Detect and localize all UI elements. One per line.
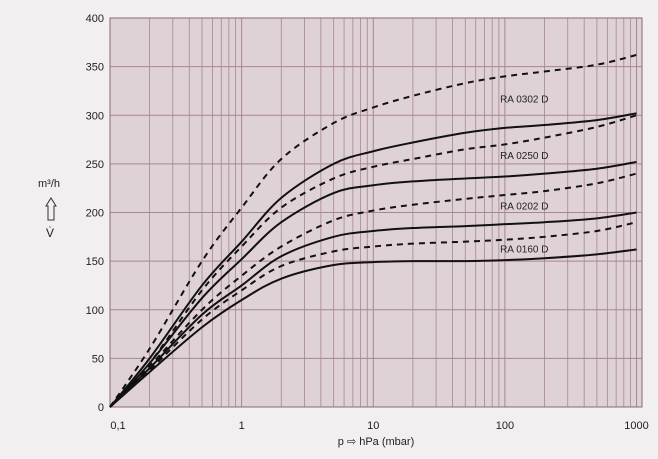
plot-border: [109, 17, 643, 408]
curve-label: RA 0302 D: [500, 95, 548, 106]
y-tick-label: 350: [86, 62, 104, 74]
x-tick-label: 100: [496, 420, 514, 432]
x-tick-label: 10: [367, 420, 379, 432]
series-line-solid: [109, 211, 637, 408]
series-line-solid: [109, 248, 637, 408]
y-tick-label: 250: [86, 159, 104, 171]
series-line-dashed: [109, 172, 637, 408]
x-tick-label: 1000: [624, 420, 648, 432]
x-axis-label: p ⇨ hPa (mbar): [338, 436, 414, 448]
y-tick-label: 300: [86, 110, 104, 122]
series-line-dashed: [109, 53, 637, 408]
x-tick-label: 0,1: [110, 420, 125, 432]
curve-label: RA 0160 D: [500, 244, 548, 255]
y-axis-unit: m³/h: [38, 178, 60, 190]
y-tick-label: 0: [98, 402, 104, 414]
curve-label: RA 0250 D: [500, 151, 548, 162]
x-tick-label: 1: [239, 420, 245, 432]
series-line-dashed: [109, 114, 637, 408]
curve-label: RA 0202 D: [500, 202, 548, 213]
series-line-dashed: [109, 221, 637, 408]
y-tick-label: 400: [86, 13, 104, 25]
y-tick-label: 150: [86, 256, 104, 268]
series-line-solid: [109, 112, 637, 408]
y-tick-label: 50: [92, 353, 104, 365]
series-line-solid: [109, 160, 637, 408]
y-axis-symbol: V̇: [46, 226, 55, 240]
y-tick-label: 100: [86, 305, 104, 317]
arrow-up-icon: [45, 197, 57, 221]
y-tick-label: 200: [86, 208, 104, 220]
